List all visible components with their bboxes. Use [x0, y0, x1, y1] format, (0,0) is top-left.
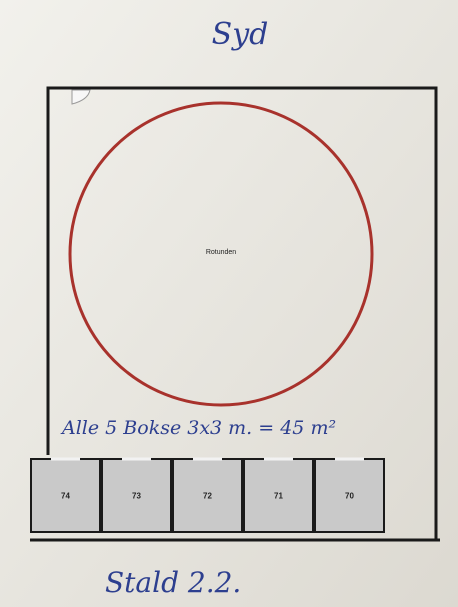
page: Syd Rotunden Alle 5 Bokse 3x3 m. = 45 m²… — [0, 0, 458, 607]
stall-number: 71 — [274, 492, 283, 501]
stalls: 74 73 72 71 70 — [31, 459, 384, 532]
stall-number: 72 — [203, 492, 212, 501]
footer-label: Stald 2.2. — [105, 566, 241, 599]
heading: Syd — [212, 17, 269, 52]
note: Alle 5 Bokse 3x3 m. = 45 m² — [60, 417, 336, 439]
arena-label: Rotunden — [206, 249, 236, 256]
stall-number: 73 — [132, 492, 141, 501]
stall-number: 74 — [61, 492, 70, 501]
stall-number: 70 — [345, 492, 354, 501]
floor-plan: Syd Rotunden Alle 5 Bokse 3x3 m. = 45 m²… — [0, 0, 458, 607]
